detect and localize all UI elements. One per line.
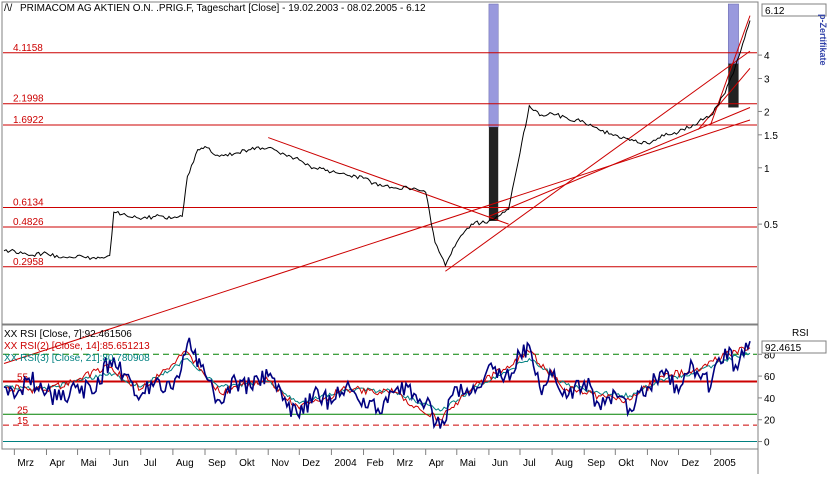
chart-title: PRIMACOM AG AKTIEN O.N. .PRIG.F, Tagesch… [20,3,426,14]
x-tick-label-21: Dez [682,458,700,469]
price-ytick-0: 4 [764,51,770,62]
trendline-2 [445,50,751,272]
price-series [3,20,751,268]
price-ytick-1: 3 [764,74,770,85]
x-tick-label-13: Apr [429,458,445,469]
rsi-ytick-1: 60 [764,372,776,383]
x-tick-label-12: Mrz [397,458,414,469]
x-axis: Mrz Apr Mai Jun Jul Aug Sep Okt Nov Dez 2004 Feb Mrz… [13,449,737,469]
x-tick-label-2: Mai [81,458,97,469]
x-tick-label-6: Sep [208,458,226,469]
price-ytick-3: 1.5 [764,131,778,142]
x-tick-label-16: Jul [523,458,536,469]
x-tick-label-5: Aug [176,458,194,469]
volume-bar-bottom-1 [728,63,739,108]
volume-bar-top-0 [488,3,499,128]
rsi2-legend: XX RSI(2) [Close, 14]:85.651213 [4,341,150,352]
level-label-4: 0.4826 [13,217,44,228]
rsi-left-label-0: 55 [17,373,29,384]
rsi-panel [1,324,759,450]
level-label-0: 4.1158 [13,43,43,54]
rsi-y-axis: 80 60 40 20 0 [758,350,776,449]
trendline-3 [488,107,751,217]
level-label-3: 0.6134 [13,198,44,209]
price-ytick-5: 0.5 [764,220,778,231]
x-tick-label-1: Apr [49,458,65,469]
trendlines [3,15,751,364]
chart-title-icon: /\/ [4,3,13,14]
x-tick-label-10: 2004 [334,458,357,469]
rsi3-legend: XX RSI(3) [Close, 21]:80.780908 [4,353,150,364]
price-y-axis: 4 3 2 1.5 1 0.5 [758,51,778,231]
x-tick-label-22: 2005 [714,458,737,469]
side-label: p-Zertifikate [818,14,828,66]
rsi-panel-label: RSI [792,328,809,339]
rsi-last-value-box [761,340,827,354]
rsi-line-0 [3,337,751,430]
x-tick-label-18: Sep [587,458,605,469]
last-price-label: 6.12 [765,6,785,17]
rsi-ytick-2: 40 [764,394,776,405]
x-tick-label-15: Jun [492,458,508,469]
trendline-1 [268,137,509,225]
rsi-ytick-3: 20 [764,416,776,427]
rsi-left-label-1: 25 [17,405,29,416]
x-tick-label-0: Mrz [17,458,34,469]
trendline-4 [697,67,751,130]
x-tick-label-3: Jun [113,458,129,469]
x-tick-label-4: Jul [144,458,157,469]
x-tick-label-20: Nov [650,458,668,469]
volume-bar-top-1 [727,3,739,64]
price-ytick-2: 2 [764,107,770,118]
rsi-ytick-4: 0 [764,438,770,449]
rsi-line-2 [3,351,751,412]
rsi-series [3,337,751,430]
rsi-last-value-label: 92.4615 [765,343,802,354]
x-tick-label-8: Nov [271,458,289,469]
level-label-5: 0.2958 [13,257,44,268]
x-tick-label-9: Dez [302,458,320,469]
price-ytick-4: 1 [764,164,770,175]
trendline-5 [710,15,751,125]
volume-bar-bottom-0 [488,127,499,221]
level-label-2: 1.6922 [13,115,44,126]
x-tick-label-14: Mai [460,458,476,469]
price-line [3,20,751,268]
rsi-ytick-0: 80 [764,350,776,361]
price-panel [1,1,759,325]
price-levels: 4.1158 2.1998 1.6922 0.6134 0.4826 0.2958 [3,43,757,268]
level-label-1: 2.1998 [13,94,44,105]
x-tick-label-17: Aug [555,458,573,469]
x-tick-label-11: Feb [367,458,385,469]
rsi-left-label-2: 15 [17,416,29,427]
x-tick-label-7: Okt [239,458,255,469]
rsi-title: XX RSI [Close, 7]:92.461506 [4,329,132,340]
x-tick-label-19: Okt [618,458,634,469]
last-price-box [761,3,827,17]
trendline-0 [3,119,751,364]
